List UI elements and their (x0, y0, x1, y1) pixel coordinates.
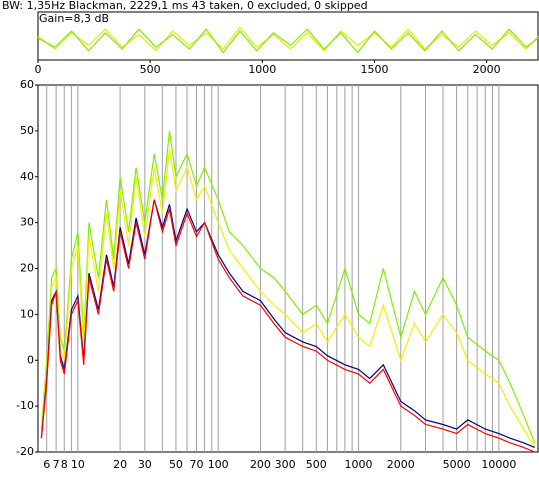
x-tick-label: 8 (61, 458, 68, 471)
wave-frame (37, 11, 539, 61)
y-tick-label: -10 (16, 399, 34, 412)
x-tick-label: 500 (140, 63, 161, 76)
y-tick-label: 50 (20, 124, 34, 137)
series-line (37, 26, 539, 52)
x-tick-label: 1000 (345, 458, 373, 471)
y-tick-label: 10 (20, 307, 34, 320)
y-tick-label: 30 (20, 216, 34, 229)
x-tick-label: 70 (189, 458, 203, 471)
header: BW: 1,35Hz Blackman, 2229,1 ms 43 taken,… (2, 0, 368, 12)
x-tick-label: 300 (275, 458, 296, 471)
y-tick-label: 20 (20, 262, 34, 275)
y-tick-label: 60 (20, 78, 34, 91)
series-line (40, 149, 536, 448)
y-tick-label: -20 (16, 445, 34, 458)
x-tick-label: 30 (138, 458, 152, 471)
series-line (40, 199, 535, 453)
x-tick-label: 100 (208, 458, 229, 471)
x-tick-label: 20 (113, 458, 127, 471)
y-tick-label: 0 (27, 353, 34, 366)
x-tick-label: 2000 (473, 63, 501, 76)
y-tick-label: 40 (20, 170, 34, 183)
x-tick-label: 5000 (443, 458, 471, 471)
x-tick-label: 10000 (481, 458, 516, 471)
gain: Gain=8,3 dB (39, 12, 109, 25)
spectrum-frame (37, 84, 539, 453)
x-tick-label: 10 (71, 458, 85, 471)
x-tick-label: 7 (53, 458, 60, 471)
x-tick-label: 500 (306, 458, 327, 471)
x-tick-label: 2000 (387, 458, 415, 471)
x-tick-label: 6 (43, 458, 50, 471)
x-tick-label: 50 (169, 458, 183, 471)
x-tick-label: 0 (35, 63, 42, 76)
x-tick-label: 200 (250, 458, 271, 471)
x-tick-label: 1500 (360, 63, 388, 76)
x-tick-label: 1000 (248, 63, 276, 76)
series-line (37, 28, 539, 54)
